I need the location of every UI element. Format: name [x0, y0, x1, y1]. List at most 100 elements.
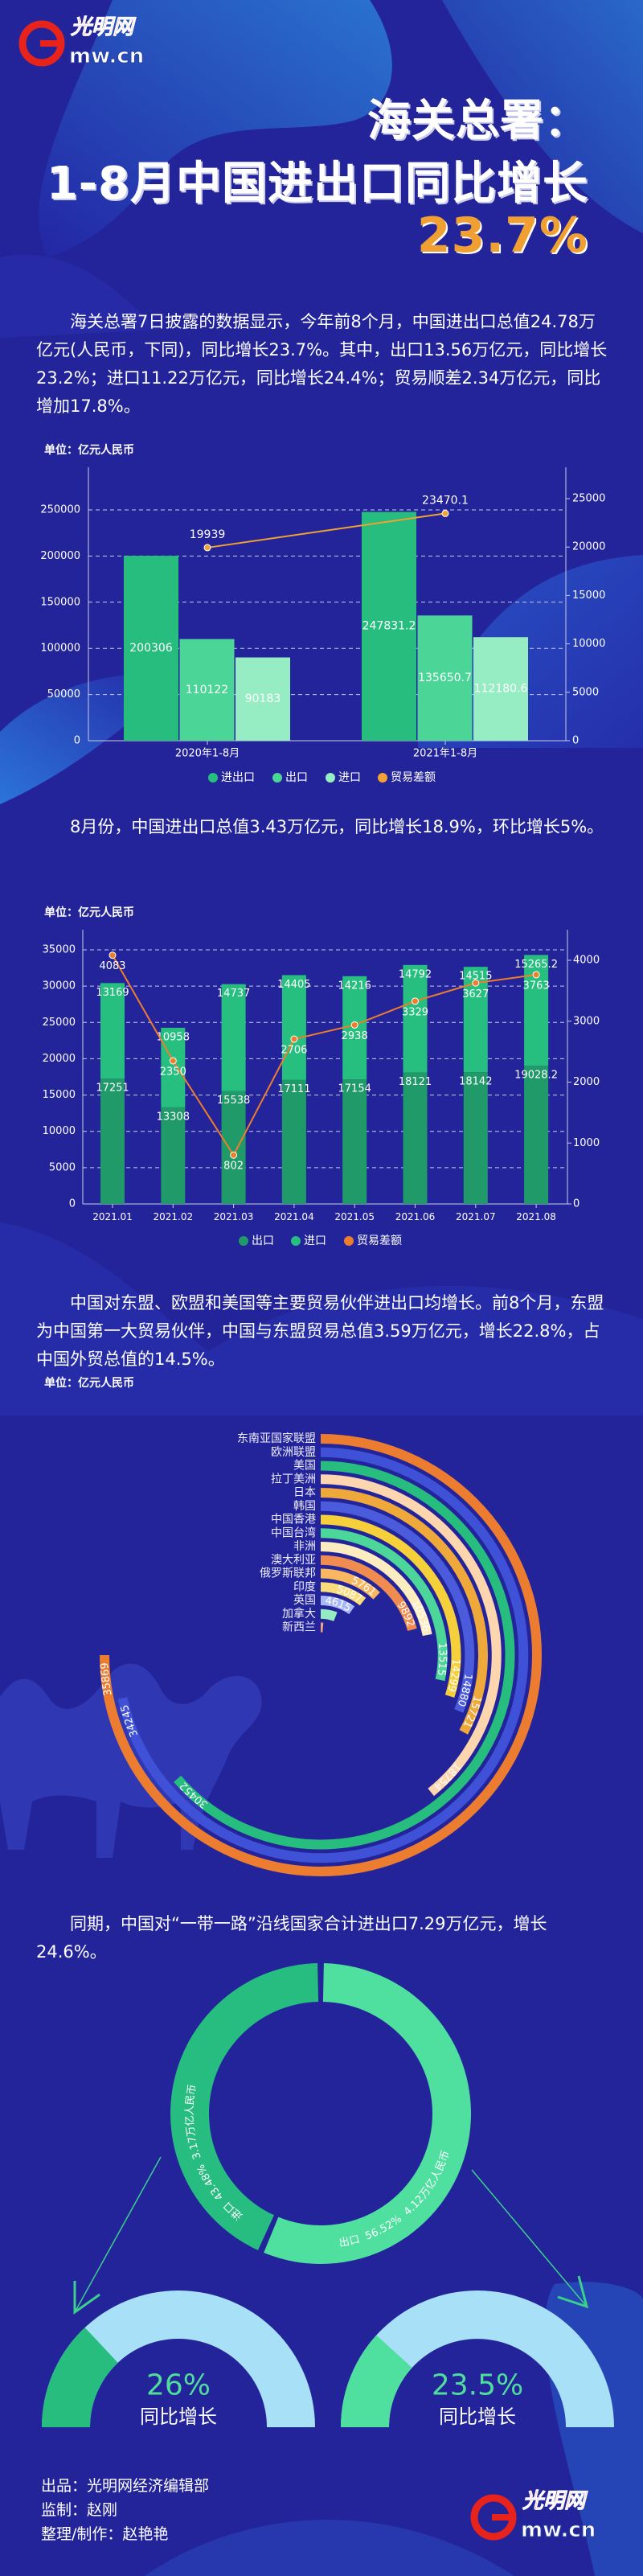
radial-bar — [320, 1608, 338, 1621]
credit-supervisor: 监制：赵刚 — [41, 2501, 118, 2519]
y-right-tick-label: 3000 — [573, 1015, 600, 1027]
donut-label-name: 出口 — [338, 2233, 362, 2249]
radial-bar — [320, 1501, 475, 1713]
y-left-tick-label: 250000 — [40, 504, 80, 516]
partner-label: 澳大利亚 — [271, 1554, 316, 1567]
donut-slice-import — [170, 1963, 319, 2250]
arrowhead-left-icon — [73, 2281, 100, 2315]
trade-balance-point — [472, 979, 480, 987]
legend-label: 贸易差额 — [357, 1235, 402, 1247]
chart2-unit-label: 单位：亿元人民币 — [44, 906, 134, 919]
legend-dot — [326, 773, 335, 783]
legend-label: 出口 — [252, 1235, 274, 1247]
export-value-label: 17251 — [96, 1083, 129, 1095]
bar-export — [463, 1072, 488, 1204]
y-left-tick-label: 0 — [74, 735, 80, 747]
bar-value-label: 200306 — [129, 642, 173, 655]
bar-value-label: 112180.6 — [474, 683, 528, 696]
legend-dot — [272, 773, 282, 783]
export-value-label: 19028.2 — [514, 1070, 558, 1082]
radial-bar — [320, 1582, 367, 1606]
legend-dot — [378, 773, 387, 783]
gauge-track — [341, 2290, 614, 2427]
arrow-right-icon — [471, 2169, 588, 2307]
title-highlight: 23.7% — [416, 207, 588, 264]
x-tick-label: 2021.08 — [516, 1211, 556, 1222]
import-value-label: 14216 — [338, 980, 371, 992]
y-right-tick-label: 15000 — [572, 590, 605, 602]
y-left-tick-label: 100000 — [40, 643, 80, 655]
chart3-unit-label: 单位：亿元人民币 — [44, 1377, 134, 1390]
x-tick-label: 2020年1-8月 — [175, 748, 240, 760]
title-line-2: 1-8月中国进出口同比增长 — [46, 158, 588, 210]
bar-进出口 — [124, 556, 178, 741]
gauge-value: 23.5% — [432, 2369, 523, 2402]
radial-bar — [320, 1542, 432, 1637]
y-left-tick-label: 0 — [69, 1198, 76, 1210]
trade-balance-point — [441, 509, 449, 517]
partner-label: 中国台湾 — [271, 1526, 316, 1539]
partner-label: 欧洲联盟 — [271, 1446, 316, 1459]
radial-value-text: 13515 — [435, 1642, 448, 1677]
radial-bar — [320, 1514, 461, 1698]
radial-value-label: 35869 — [99, 1662, 114, 1697]
bar-出口 — [417, 615, 473, 741]
line-value-label: 4083 — [99, 960, 125, 972]
radial-bar — [174, 1461, 515, 1850]
legend-label: 进出口 — [221, 771, 255, 784]
belt-road-paragraph: 同期，中国对“一带一路”沿线国家合计进出口7.29万亿元，增长24.6%。 — [36, 1914, 547, 1962]
line-value-label: 802 — [223, 1161, 244, 1173]
donut-slice-export — [264, 1963, 472, 2264]
bar-value-label: 135650.7 — [418, 672, 472, 684]
legend-dot — [208, 773, 218, 783]
svg-text:mw.cn: mw.cn — [521, 2518, 596, 2541]
gmw-logo-top: G 光明网 mw.cn — [16, 10, 161, 69]
bar-export — [100, 1078, 125, 1204]
radial-bar — [320, 1474, 502, 1797]
bar-进口 — [235, 657, 290, 741]
y-left-tick-label: 200000 — [40, 550, 80, 562]
trade-balance-point — [169, 1057, 177, 1065]
august-paragraph: 8月份，中国进出口总值3.43万亿元，同比增长18.9%，环比增长5%。 — [70, 817, 604, 836]
bar-export — [281, 1079, 306, 1204]
y-right-tick-label: 20000 — [572, 541, 605, 553]
legend-label: 进口 — [304, 1235, 326, 1247]
y-left-tick-label: 15000 — [43, 1089, 76, 1101]
export-value-label: 18142 — [459, 1076, 492, 1088]
trade-balance-point — [412, 997, 419, 1005]
radial-value-text: 35869 — [99, 1662, 114, 1697]
partner-label: 非洲 — [293, 1540, 316, 1553]
line-value-label: 2350 — [160, 1066, 186, 1078]
bar-import — [403, 964, 428, 1073]
export-value-label: 13308 — [157, 1111, 190, 1123]
partner-label: 日本 — [293, 1486, 316, 1499]
y-right-tick-label: 4000 — [573, 955, 600, 967]
trade-balance-line — [112, 955, 537, 1157]
radial-bar — [320, 1488, 488, 1735]
bar-import — [100, 983, 125, 1079]
bar-value-label: 90183 — [245, 692, 281, 705]
gauge-fill — [42, 2327, 118, 2427]
partner-label: 中国香港 — [271, 1514, 316, 1526]
gauge-fill — [341, 2335, 412, 2427]
bar-import — [281, 975, 306, 1080]
line-value-label: 2706 — [281, 1045, 307, 1057]
partner-label: 拉丁美洲 — [271, 1473, 316, 1485]
x-tick-label: 2021.07 — [456, 1211, 496, 1222]
radial-value-label: 13515 — [435, 1642, 448, 1677]
y-right-tick-label: 1000 — [573, 1137, 600, 1149]
title-line-1: 海关总署： — [367, 95, 588, 146]
y-right-tick-label: 5000 — [572, 686, 599, 698]
line-value-label: 3763 — [523, 980, 550, 992]
gauge-label: 同比增长 — [140, 2405, 217, 2428]
arrow-left-icon — [74, 2156, 162, 2313]
bar-export — [221, 1091, 246, 1204]
partner-label: 俄罗斯联邦 — [260, 1567, 316, 1580]
x-tick-label: 2021.03 — [214, 1211, 254, 1222]
arrowhead-right-icon — [557, 2275, 589, 2309]
export-value-label: 18121 — [399, 1076, 432, 1088]
x-tick-label: 2021年1-8月 — [413, 748, 477, 760]
y-left-tick-label: 25000 — [43, 1017, 76, 1029]
line-value-label: 3329 — [402, 1006, 428, 1018]
